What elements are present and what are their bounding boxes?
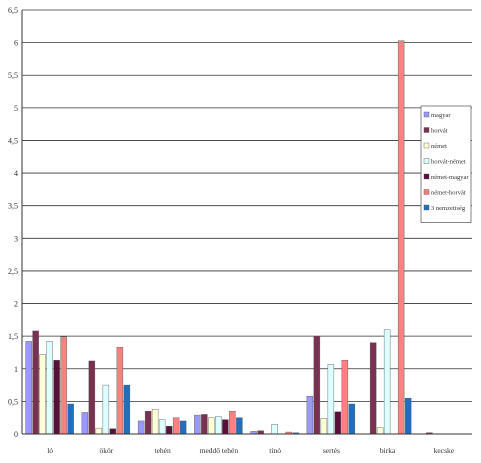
x-tick-label: tinó [269,446,281,455]
legend-label: német [431,143,447,150]
x-axis: ló ökör tehén meddő tehén tinó sertés birka kec… [22,433,472,455]
bar-3-nemzetiség-5 [348,403,356,435]
bar-német-5 [320,418,328,435]
x-tick-label: ló [47,446,53,455]
bar-német-6 [376,427,384,435]
y-tick-label: 2 [14,300,18,309]
legend-label: horvát-német [431,159,466,166]
legend-swatch [423,173,430,180]
y-tick-label: 5 [14,104,18,113]
bar-német-horvát-5 [341,360,349,435]
y-tick-label: 6,5 [8,6,18,15]
bar-magyar-2 [137,420,145,435]
bar-horvát-1 [88,360,96,435]
bar-horvát-német-1 [102,384,110,435]
y-tick-label: 3 [14,234,18,243]
y-tick-label: 4 [14,169,18,178]
bar-horvát-0 [32,330,39,435]
bar-3-nemzetiség-0 [67,403,74,435]
y-tick-label: 4,5 [8,136,18,145]
bar-magyar-5 [306,395,314,435]
bar-német-magyar-1 [109,428,117,435]
bar-német-horvát-1 [116,347,124,435]
bar-horvát-3 [201,414,208,435]
x-tick-label: birka [380,446,396,455]
bar-német-magyar-2 [165,425,173,435]
bar-német-horvát-3 [229,410,236,435]
bar-német-1 [95,427,103,435]
bar-német-3 [208,417,215,435]
bar-horvát-5 [313,335,321,435]
y-tick-label: 1 [14,365,18,374]
bar-német-magyar-0 [53,360,60,435]
y-tick-label: 3,5 [8,202,18,211]
legend-label: 3 nemzetiség [431,205,466,212]
bar-magyar-1 [81,412,89,435]
bar-magyar-0 [25,341,32,435]
x-tick-label: meddő tehén [200,446,239,455]
bar-horvát-német-0 [46,341,53,435]
y-tick-label: 0 [14,430,18,439]
bar-3-nemzetiség-6 [404,397,412,435]
bar-német-horvát-0 [60,336,67,435]
legend-swatch [423,142,430,149]
bar-magyar-3 [194,414,201,435]
bar-német-magyar-5 [334,411,342,435]
bar-horvát-német-6 [383,329,391,435]
bar-horvát-2 [144,410,152,435]
bar-3-nemzetiség-1 [123,384,131,435]
bar-horvát-6 [369,342,377,435]
bar-horvát-német-2 [158,419,166,435]
bar-német-0 [39,354,46,435]
x-tick-label: sertés [323,446,340,455]
y-axis: 0 0,5 1 1,5 2 2,5 3 3,5 4 4,5 5 5,5 6 6,5 [8,6,23,439]
bar-3-nemzetiség-3 [236,417,243,435]
bar-német-horvát-6 [397,40,405,435]
y-tick-label: 1,5 [8,332,18,341]
bar-német-magyar-3 [222,419,229,435]
legend-swatch [423,204,430,211]
y-tick-label: 6 [14,39,18,48]
x-tick-label: kecske [434,446,455,455]
y-tick-label: 5,5 [8,71,18,80]
legend-swatch [423,111,430,118]
legend: magyar horvát német horvát-német német-magya… [420,105,472,223]
legend-label: horvát [431,128,448,135]
y-tick-label: 0,5 [8,397,18,406]
bar-3-nemzetiség-2 [179,420,187,435]
legend-label: magyar [431,112,451,119]
gridlines [22,9,472,435]
bar-horvát-német-3 [215,416,222,435]
bar-horvát-német-5 [327,364,335,435]
x-tick-label: ökör [100,446,114,455]
bar-német-horvát-2 [172,417,180,435]
legend-label: német-horvát [431,190,466,197]
legend-swatch [423,127,430,133]
bar-horvát-német-4 [271,424,278,435]
y-tick-label: 2,5 [8,267,18,276]
legend-box [420,105,472,223]
legend-label: német-magyar [431,174,469,181]
legend-swatch [423,189,430,195]
bar-német-2 [151,409,159,435]
x-tick-label: tehén [155,446,171,455]
legend-swatch [423,158,430,164]
bars [25,40,433,435]
